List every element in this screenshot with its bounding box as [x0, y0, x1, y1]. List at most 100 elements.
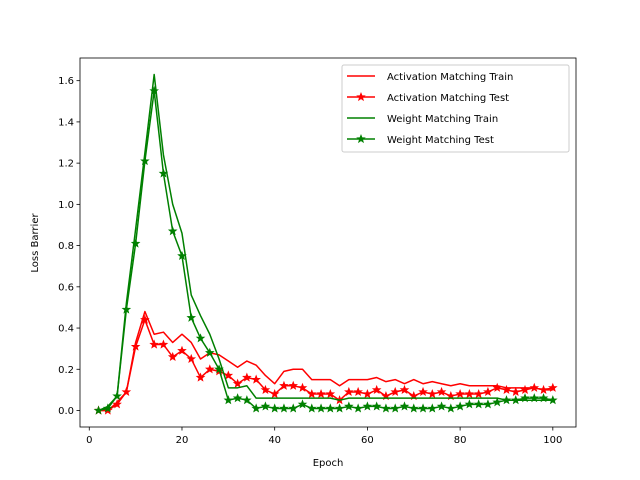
data-point-marker — [269, 388, 280, 399]
data-point-marker — [390, 386, 401, 397]
data-point-marker — [501, 384, 512, 394]
data-point-marker — [297, 399, 308, 409]
legend-label: Weight Matching Test — [387, 135, 494, 146]
data-point-marker — [548, 382, 558, 392]
y-tick-label: 0.4 — [58, 324, 74, 335]
y-tick-label: 1.6 — [58, 76, 74, 87]
data-point-marker — [177, 250, 187, 260]
data-point-marker — [195, 333, 206, 343]
series-weight-matching-train — [98, 73, 553, 412]
legend-label: Activation Matching Test — [387, 93, 509, 104]
data-point-marker — [251, 403, 261, 413]
legend: Activation Matching Train Activation Matc… — [341, 64, 570, 153]
y-tick-label: 1.4 — [58, 117, 74, 128]
data-point-marker — [446, 403, 456, 413]
data-point-marker — [130, 341, 141, 351]
data-point-marker — [520, 393, 530, 403]
data-point-marker — [492, 382, 502, 392]
legend-marker — [356, 91, 366, 102]
data-point-marker — [140, 314, 150, 324]
data-point-marker — [242, 372, 252, 382]
data-point-marker — [408, 403, 419, 413]
data-point-marker — [418, 386, 428, 397]
data-point-marker — [306, 388, 317, 399]
data-point-marker — [390, 403, 401, 413]
data-point-marker — [334, 403, 345, 413]
data-point-marker — [177, 345, 187, 355]
series-weight-matching-test — [93, 85, 558, 415]
series-line — [98, 310, 553, 412]
data-point-marker — [186, 353, 197, 364]
data-point-marker — [260, 401, 271, 411]
data-point-marker — [269, 403, 280, 413]
data-point-marker — [473, 399, 484, 409]
y-tick-label: 1.2 — [58, 159, 74, 170]
data-point-marker — [279, 403, 289, 413]
data-point-marker — [223, 395, 234, 405]
data-point-marker — [548, 395, 558, 405]
data-point-marker — [455, 388, 465, 399]
data-point-marker — [464, 388, 475, 399]
data-point-marker — [501, 395, 512, 405]
data-point-marker — [418, 403, 428, 413]
data-point-marker — [140, 156, 150, 166]
data-point-marker — [399, 384, 410, 394]
legend-box — [341, 64, 570, 153]
data-point-marker — [464, 399, 475, 409]
data-point-marker — [492, 397, 502, 407]
data-point-marker — [158, 339, 169, 349]
data-point-marker — [130, 238, 141, 248]
data-point-marker — [306, 403, 317, 413]
data-point-marker — [288, 380, 299, 390]
data-point-marker — [362, 388, 373, 399]
data-point-marker — [538, 393, 549, 403]
data-point-marker — [325, 388, 336, 399]
data-point-marker — [483, 399, 493, 409]
series-activation-matching-train — [98, 310, 553, 412]
data-point-marker — [520, 384, 530, 394]
legend-entry: Activation Matching Test — [347, 91, 509, 104]
legend-label: Weight Matching Train — [387, 114, 498, 125]
data-point-marker — [371, 401, 382, 411]
data-point-marker — [121, 304, 132, 314]
x-tick-label: 60 — [361, 435, 374, 446]
data-point-marker — [167, 351, 178, 361]
data-point-marker — [483, 386, 493, 397]
series-layer — [93, 73, 558, 415]
data-point-marker — [214, 364, 224, 374]
data-point-marker — [167, 226, 178, 236]
y-tick-label: 0.6 — [58, 282, 74, 293]
x-tick-label: 40 — [268, 435, 281, 446]
data-point-marker — [436, 386, 447, 397]
data-point-marker — [149, 339, 159, 349]
data-point-marker — [538, 384, 549, 394]
series-line — [98, 73, 553, 412]
data-point-marker — [362, 401, 373, 411]
data-point-marker — [112, 399, 122, 409]
data-point-marker — [427, 388, 438, 399]
data-point-marker — [205, 364, 215, 374]
legend-label: Activation Matching Train — [387, 72, 513, 83]
data-point-marker — [325, 403, 336, 413]
y-axis-ticks: 0.0 0.2 0.4 0.6 0.8 1.0 1.2 1.4 1.6 — [58, 76, 80, 417]
y-axis-label: Loss Barrier — [30, 213, 41, 273]
data-point-marker — [158, 168, 169, 178]
data-point-marker — [232, 393, 243, 403]
legend-entry: Activation Matching Train — [347, 72, 513, 83]
x-tick-label: 0 — [86, 435, 92, 446]
data-point-marker — [529, 382, 540, 392]
data-point-marker — [455, 401, 465, 411]
data-point-marker — [260, 384, 271, 394]
data-point-marker — [316, 403, 326, 413]
data-point-marker — [242, 395, 252, 405]
data-point-marker — [223, 370, 234, 380]
data-point-marker — [251, 374, 261, 384]
x-tick-label: 100 — [543, 435, 562, 446]
legend-entry: Weight Matching Test — [347, 133, 494, 146]
data-point-marker — [436, 401, 447, 411]
data-point-marker — [344, 386, 354, 397]
x-tick-label: 80 — [454, 435, 467, 446]
data-point-marker — [279, 380, 289, 390]
data-point-marker — [427, 403, 438, 413]
